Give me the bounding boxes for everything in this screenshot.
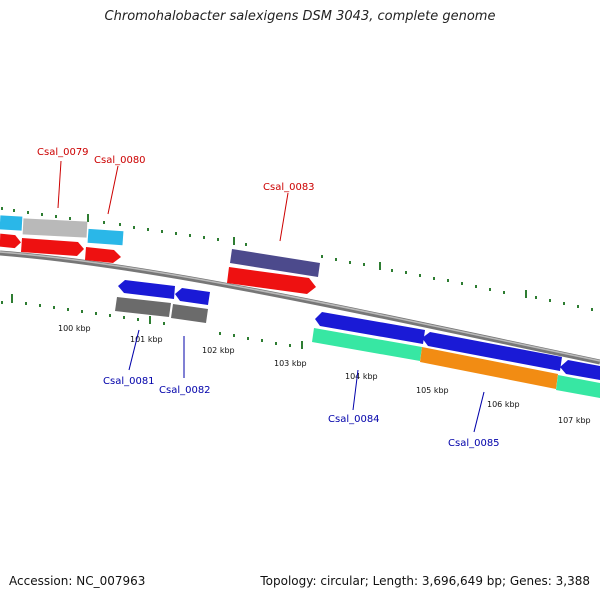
reverse-gene-labels: Csal_0081 Csal_0082 Csal_0084 Csal_0085 <box>103 329 500 449</box>
gene-label-csal-0081: Csal_0081 <box>103 376 155 387</box>
gene-block-navy[interactable] <box>230 249 320 277</box>
kbp-label-100: 100 kbp <box>58 324 91 333</box>
gene-arrow-blue-2[interactable] <box>175 288 210 305</box>
map-title: Chromohalobacter salexigens DSM 3043, co… <box>104 9 496 24</box>
gene-block-aqua-right[interactable] <box>556 375 600 398</box>
gene-label-csal-0085: Csal_0085 <box>448 438 500 449</box>
forward-strand-genes <box>0 215 320 294</box>
kbp-label-105: 105 kbp <box>416 386 449 395</box>
gene-arrow-blue-3[interactable] <box>315 312 425 344</box>
gene-block-cyan[interactable] <box>87 228 124 246</box>
gene-block-cyan-left[interactable] <box>0 215 23 231</box>
forward-gene-labels: Csal_0079 Csal_0080 Csal_0083 <box>37 147 315 242</box>
genome-backbone <box>0 250 600 365</box>
gene-label-csal-0082: Csal_0082 <box>159 385 211 396</box>
gene-arrow-blue-5[interactable] <box>560 360 600 380</box>
gene-arrow-blue-4[interactable] <box>422 332 562 371</box>
gene-label-csal-0084: Csal_0084 <box>328 414 380 425</box>
kbp-label-102: 102 kbp <box>202 346 235 355</box>
kbp-label-104: 104 kbp <box>345 372 378 381</box>
gene-arrow-red-2[interactable] <box>21 238 84 256</box>
kbp-label-103: 103 kbp <box>274 359 307 368</box>
kbp-label-101: 101 kbp <box>130 335 163 344</box>
lower-tick-row <box>1 294 303 349</box>
gene-arrow-red-3[interactable] <box>85 247 121 263</box>
upper-tick-row <box>1 207 593 311</box>
gene-block-dark-gray-1[interactable] <box>115 297 171 317</box>
reverse-strand-genes <box>115 280 600 398</box>
gene-block-aqua[interactable] <box>312 328 422 361</box>
topology-text: Topology: circular; Length: 3,696,649 bp… <box>260 574 590 588</box>
gene-block-gray[interactable] <box>22 218 88 238</box>
gene-arrow-red-4[interactable] <box>227 267 316 294</box>
kbp-label-106: 106 kbp <box>487 400 520 409</box>
gene-label-csal-0083: Csal_0083 <box>263 182 315 193</box>
gene-arrow-red-1[interactable] <box>0 233 21 249</box>
gene-block-orange[interactable] <box>420 347 558 389</box>
gene-arrow-blue-1[interactable] <box>118 280 175 299</box>
accession-text: Accession: NC_007963 <box>9 574 146 588</box>
kbp-label-107: 107 kbp <box>558 416 591 425</box>
gene-label-csal-0079: Csal_0079 <box>37 147 89 158</box>
gene-label-csal-0080: Csal_0080 <box>94 155 146 166</box>
gene-block-dark-gray-2[interactable] <box>171 304 208 323</box>
